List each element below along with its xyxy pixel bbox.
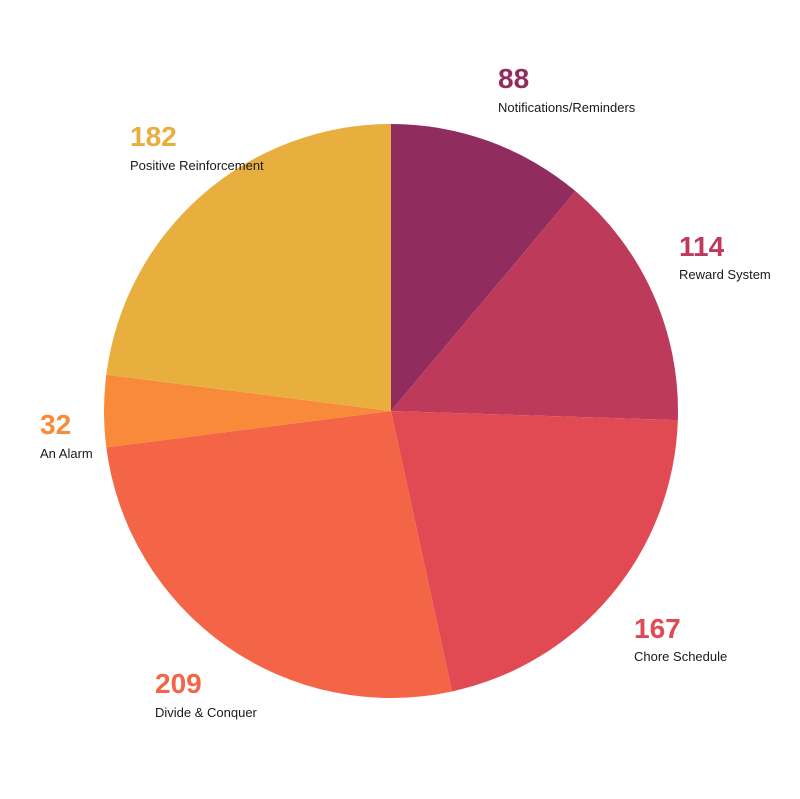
data-label-value-reward-system: 114 bbox=[679, 231, 725, 262]
data-label-value-notifications-reminders: 88 bbox=[498, 63, 529, 94]
pie-slice-reward-system bbox=[391, 191, 679, 421]
data-label-name-positive-reinforcement: Positive Reinforcement bbox=[130, 158, 264, 173]
pie-slice-positive-reinforcement bbox=[106, 124, 391, 411]
data-label-value-an-alarm: 32 bbox=[40, 409, 71, 440]
pie-slice-notifications-reminders bbox=[391, 124, 576, 411]
data-label-value-chore-schedule: 167 bbox=[634, 613, 681, 644]
pie-slice-an-alarm bbox=[104, 374, 391, 448]
data-label-value-positive-reinforcement: 182 bbox=[130, 121, 177, 152]
pie-slice-chore-schedule bbox=[391, 411, 678, 692]
data-label-name-notifications-reminders: Notifications/Reminders bbox=[498, 100, 636, 115]
data-label-name-an-alarm: An Alarm bbox=[40, 446, 93, 461]
data-label-name-divide-conquer: Divide & Conquer bbox=[155, 705, 258, 720]
data-label-name-chore-schedule: Chore Schedule bbox=[634, 649, 727, 664]
pie-slice-divide-conquer bbox=[106, 411, 453, 698]
data-label-value-divide-conquer: 209 bbox=[155, 668, 202, 699]
data-label-name-reward-system: Reward System bbox=[679, 267, 771, 282]
